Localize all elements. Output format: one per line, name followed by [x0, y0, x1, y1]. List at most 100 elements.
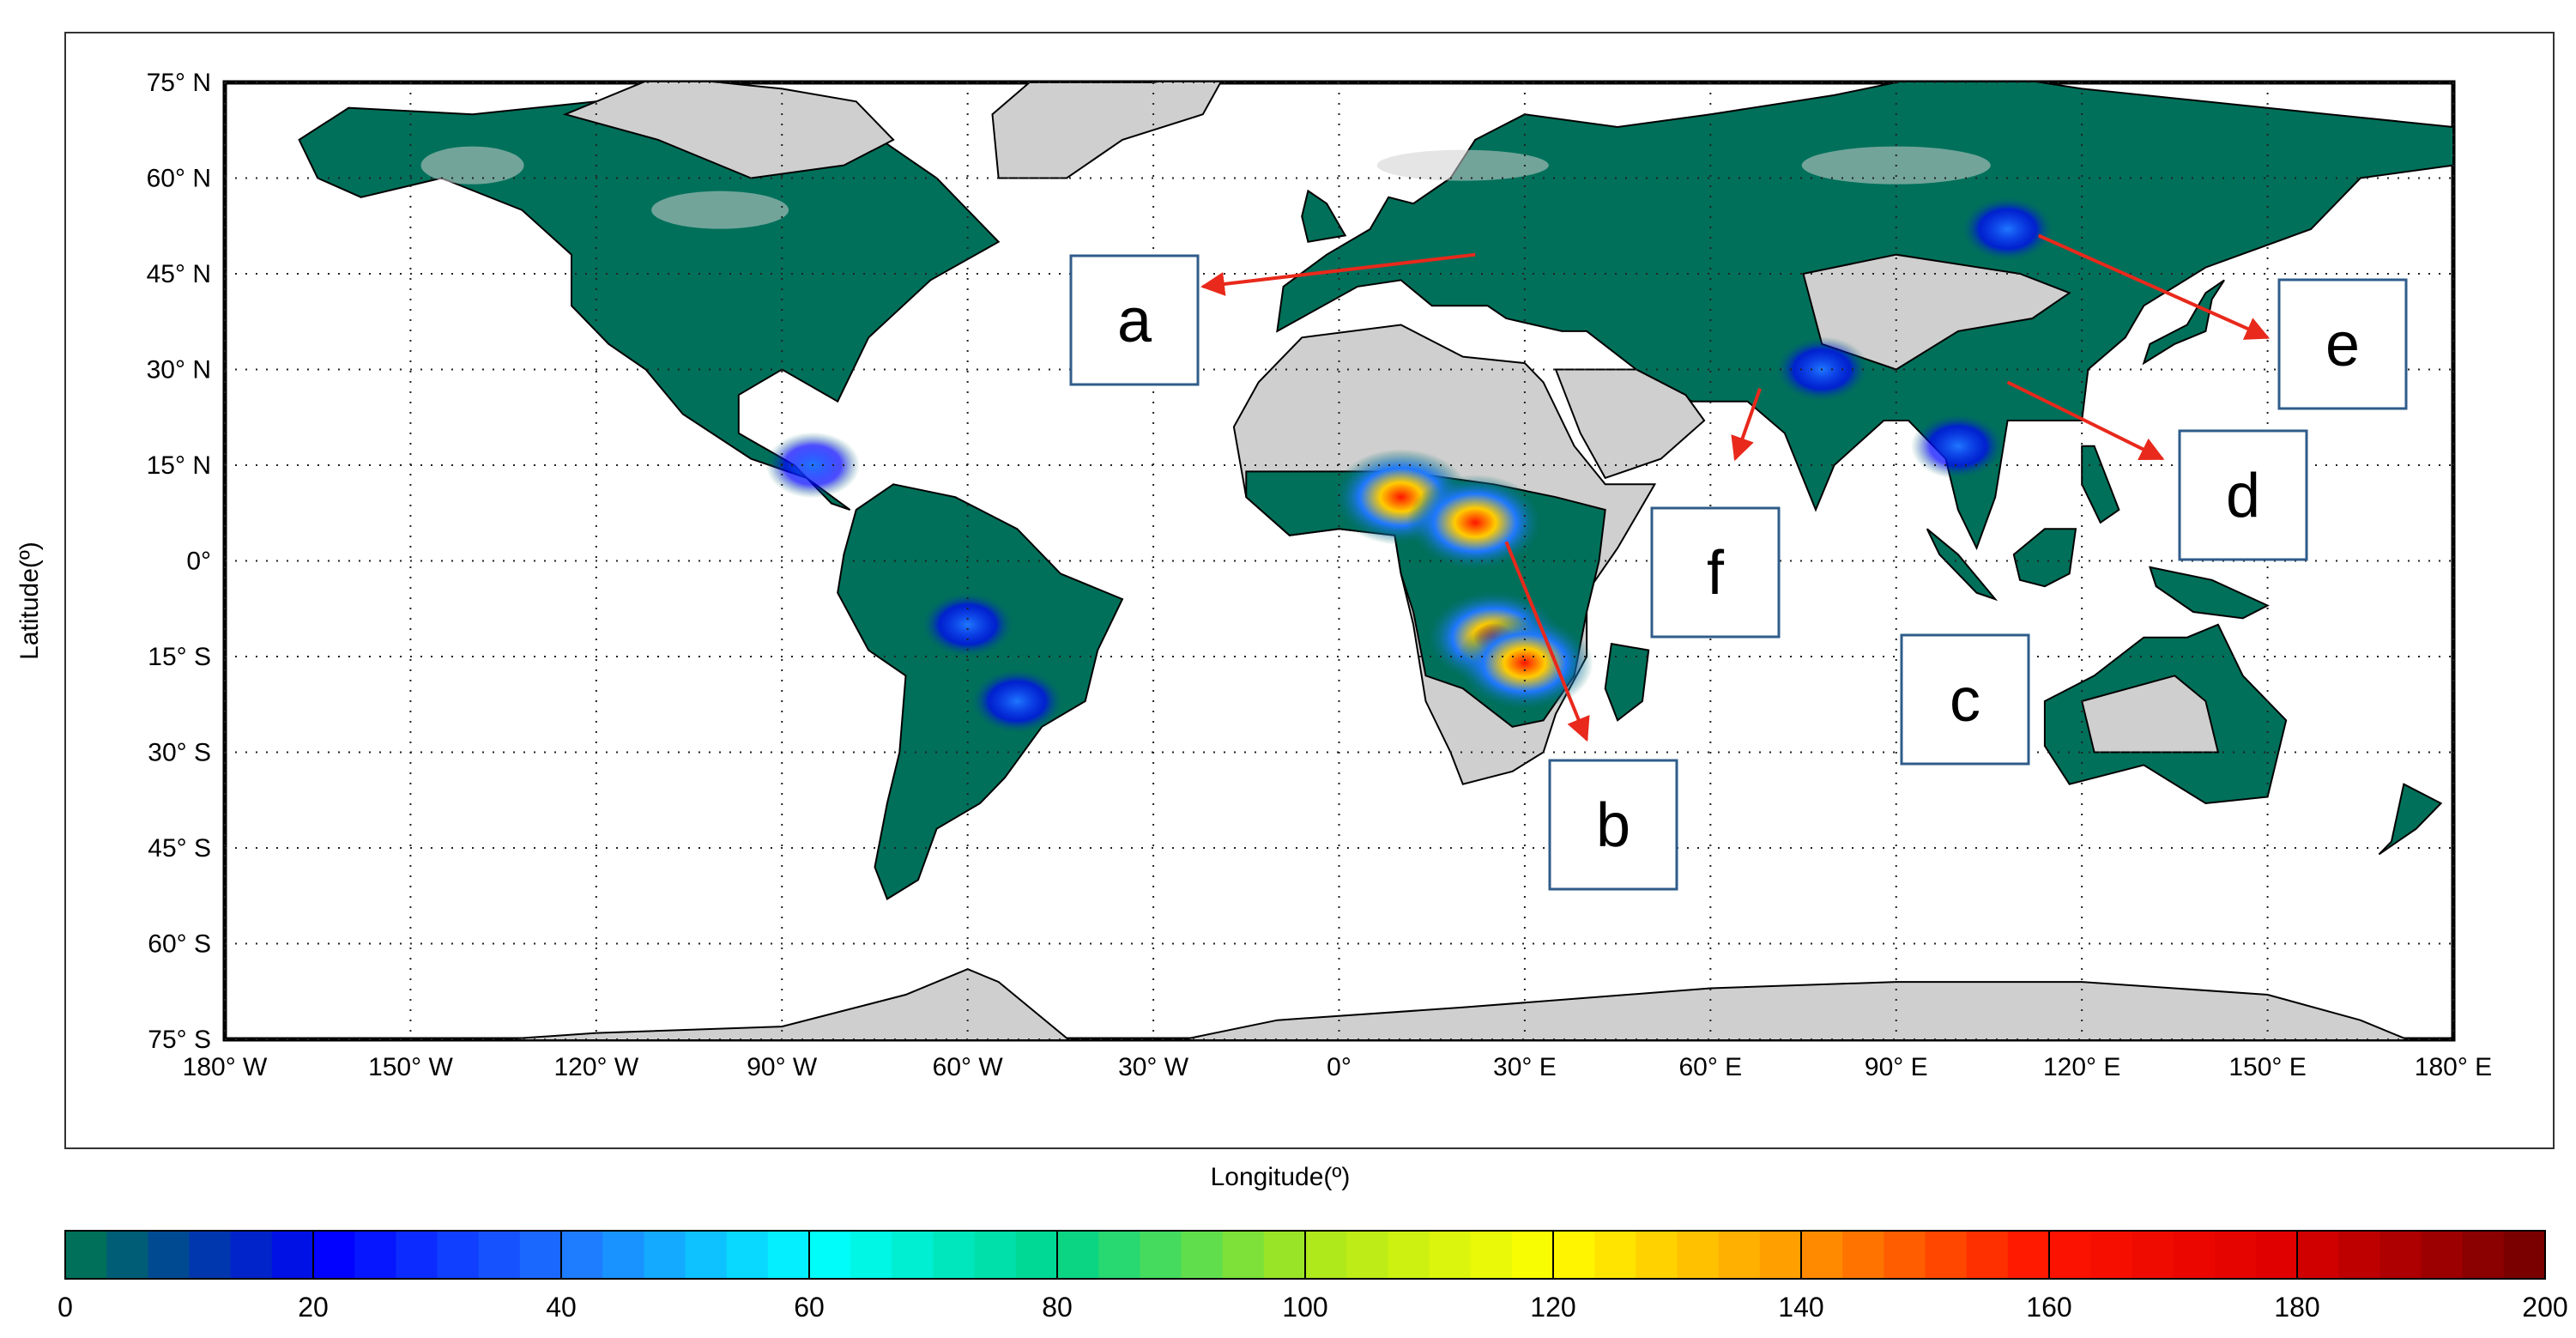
lat-tick-label: 0°: [186, 548, 211, 576]
colorbar-segment: [189, 1231, 232, 1279]
colorbar-segment: [1759, 1231, 1802, 1279]
lon-tick-label: 150° W: [368, 1053, 453, 1081]
colorbar-segment: [1057, 1231, 1099, 1279]
landmass-sumatra: [1926, 528, 1999, 602]
colorbar-tick-label: 180: [2274, 1292, 2319, 1323]
sparse-data-patch: [420, 146, 524, 185]
colorbar-segment: [892, 1231, 934, 1279]
colorbar-segment: [1429, 1231, 1472, 1279]
colorbar-tick-label: 100: [1282, 1292, 1327, 1323]
colorbar-segment: [561, 1231, 603, 1279]
lat-tick-label: 30° N: [147, 356, 211, 384]
colorbar-segment: [2049, 1231, 2091, 1279]
colorbar-segment: [1098, 1231, 1140, 1279]
colorbar-segment: [1470, 1231, 1513, 1279]
annotation-box-e: [2277, 278, 2408, 410]
colorbar-segment: [1842, 1231, 1884, 1279]
longitude-tick-labels: 180° W 150° W 120° W 90° W 60° W 30° W 0° 30° E…: [183, 1053, 2493, 1081]
annotation-arrow-b: [1504, 541, 1590, 742]
lat-tick-label: 60° N: [147, 165, 211, 193]
landmass-antarctica: [490, 968, 2410, 1039]
lat-tick-label: 15° S: [148, 643, 211, 671]
lon-tick-label: 180° E: [2415, 1053, 2492, 1081]
colorbar-segment: [396, 1231, 438, 1279]
colorbar-segment: [1305, 1231, 1347, 1279]
lat-tick-label: 75° N: [147, 69, 211, 97]
colorbar-segment: [809, 1231, 851, 1279]
colorbar-segment: [2214, 1231, 2257, 1279]
colorbar-tick-label: 200: [2522, 1292, 2567, 1323]
colorbar-segment: [2421, 1231, 2464, 1279]
lat-tick-label: 75° S: [148, 1026, 211, 1054]
colorbar-segment: [1884, 1231, 1926, 1279]
colorbar-segment: [933, 1231, 976, 1279]
lon-tick-label: 90° W: [747, 1053, 818, 1081]
colorbar-tick-label: 60: [794, 1292, 825, 1323]
annotation-box-d: [2178, 429, 2308, 561]
landmass-philippines: [2081, 445, 2120, 524]
colorbar-segment: [313, 1231, 355, 1279]
landmass-arabia: [1554, 368, 1706, 480]
sparse-data-patch: [651, 191, 789, 229]
colorbar-tick-label: 140: [1778, 1292, 1823, 1323]
lat-tick-label: 30° S: [148, 739, 211, 767]
landmass-canadian-arctic: [562, 82, 895, 179]
x-axis-title: Longitude(º): [1211, 1163, 1351, 1191]
landmass-uk: [1301, 189, 1347, 243]
colorbar-tick-label: 120: [1530, 1292, 1575, 1323]
colorbar-segment: [1346, 1231, 1388, 1279]
region-annotations: a b c d e f: [1069, 233, 2408, 891]
lat-tick-label: 45° S: [148, 834, 211, 863]
colorbar-segment: [1636, 1231, 1678, 1279]
colorbar-segment: [685, 1231, 728, 1279]
landmass-australia-interior: [2080, 675, 2220, 754]
intensity-hotspot: [1406, 474, 1545, 571]
colorbar-segment: [1222, 1231, 1265, 1279]
annotation-arrow-a: [1200, 252, 1476, 296]
intensity-hotspot: [970, 668, 1065, 735]
colorbar-segment: [2132, 1231, 2174, 1279]
annotation-box-c: [1900, 633, 2030, 766]
intensity-hotspot: [1910, 413, 2005, 480]
lon-tick-label: 30° E: [1493, 1053, 1557, 1081]
colorbar-segment: [644, 1231, 686, 1279]
lon-tick-label: 60° W: [933, 1053, 1004, 1081]
annotation-box-b: [1548, 759, 1678, 891]
colorbar-segment: [1718, 1231, 1761, 1279]
colorbar-segment: [1388, 1231, 1430, 1279]
colorbar-tick-label: 0: [57, 1292, 73, 1323]
colorbar-segment: [2503, 1231, 2546, 1279]
colorbar-segment: [2255, 1231, 2298, 1279]
annotation-arrow-d: [2006, 380, 2165, 461]
colorbar-segment: [478, 1231, 521, 1279]
lat-tick-label: 45° N: [147, 260, 211, 288]
landmass-japan: [2142, 279, 2225, 366]
colorbar-segment: [148, 1231, 190, 1279]
intensity-hotspot: [920, 591, 1015, 658]
annotation-arrow-e: [2037, 233, 2271, 340]
lon-tick-label: 30° W: [1118, 1053, 1189, 1081]
annotation-label-e: e: [2325, 311, 2360, 379]
colorbar-segment: [2007, 1231, 2050, 1279]
landmass-new-guinea: [2149, 566, 2270, 620]
landmass-borneo: [2012, 528, 2077, 588]
annotation-box-a: [1069, 254, 1200, 386]
colorbar-segment: [2338, 1231, 2380, 1279]
colorbar-segment: [2462, 1231, 2505, 1279]
colorbar-segment: [2173, 1231, 2216, 1279]
colorbar-segment: [2297, 1231, 2339, 1279]
colorbar-segment: [1511, 1231, 1554, 1279]
intensity-hotspot: [1455, 615, 1593, 711]
colorbar-segment: [767, 1231, 810, 1279]
annotation-label-d: d: [2226, 462, 2260, 530]
colorbar-segment: [602, 1231, 644, 1279]
lon-tick-label: 120° E: [2043, 1053, 2120, 1081]
colorbar-segment: [1263, 1231, 1306, 1279]
colorbar-segment: [850, 1231, 892, 1279]
lat-tick-label: 60° S: [148, 930, 211, 959]
annotation-label-a: a: [1117, 287, 1152, 355]
colorbar-segment: [1594, 1231, 1636, 1279]
colorbar-segment: [65, 1231, 107, 1279]
sparse-data-patch: [1376, 149, 1549, 181]
